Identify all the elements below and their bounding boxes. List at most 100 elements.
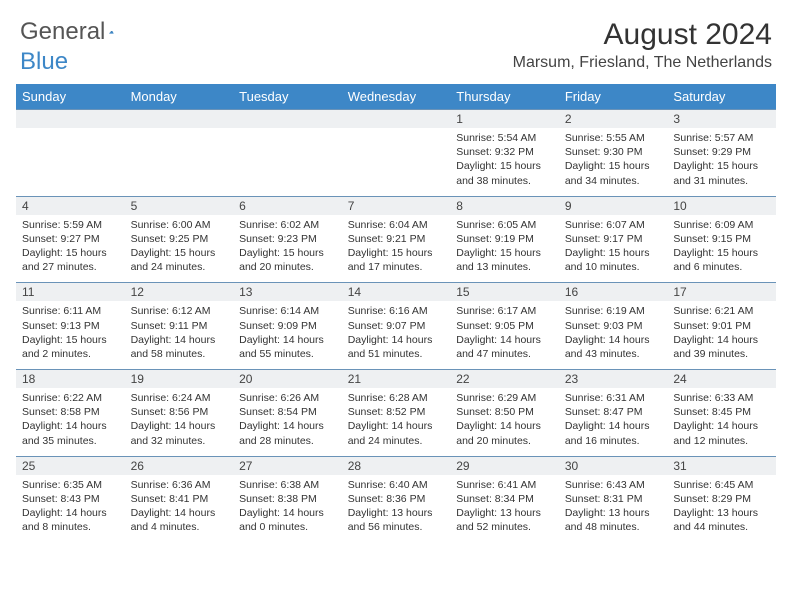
day-detail-cell: Sunrise: 5:59 AMSunset: 9:27 PMDaylight:… bbox=[16, 215, 125, 283]
day-detail-cell: Sunrise: 6:45 AMSunset: 8:29 PMDaylight:… bbox=[667, 475, 776, 543]
daylight-text: Daylight: 15 hours and 17 minutes. bbox=[348, 246, 445, 274]
sunset-text: Sunset: 9:27 PM bbox=[22, 232, 119, 246]
day-number-cell bbox=[125, 110, 234, 129]
sunrise-text: Sunrise: 6:41 AM bbox=[456, 478, 553, 492]
day-detail-cell: Sunrise: 6:29 AMSunset: 8:50 PMDaylight:… bbox=[450, 388, 559, 456]
sunset-text: Sunset: 8:47 PM bbox=[565, 405, 662, 419]
daylight-text: Daylight: 15 hours and 27 minutes. bbox=[22, 246, 119, 274]
day-number-cell: 21 bbox=[342, 370, 451, 389]
day-detail-cell: Sunrise: 6:26 AMSunset: 8:54 PMDaylight:… bbox=[233, 388, 342, 456]
sunrise-text: Sunrise: 6:26 AM bbox=[239, 391, 336, 405]
sunset-text: Sunset: 9:32 PM bbox=[456, 145, 553, 159]
day-detail-cell: Sunrise: 6:14 AMSunset: 9:09 PMDaylight:… bbox=[233, 301, 342, 369]
daylight-text: Daylight: 14 hours and 16 minutes. bbox=[565, 419, 662, 447]
sunset-text: Sunset: 9:01 PM bbox=[673, 319, 770, 333]
daylight-text: Daylight: 14 hours and 35 minutes. bbox=[22, 419, 119, 447]
sunset-text: Sunset: 9:25 PM bbox=[131, 232, 228, 246]
day-detail-cell: Sunrise: 6:07 AMSunset: 9:17 PMDaylight:… bbox=[559, 215, 668, 283]
sunrise-text: Sunrise: 6:07 AM bbox=[565, 218, 662, 232]
daylight-text: Daylight: 14 hours and 24 minutes. bbox=[348, 419, 445, 447]
daylight-text: Daylight: 14 hours and 12 minutes. bbox=[673, 419, 770, 447]
day-detail-cell: Sunrise: 6:40 AMSunset: 8:36 PMDaylight:… bbox=[342, 475, 451, 543]
title-block: August 2024 Marsum, Friesland, The Nethe… bbox=[513, 18, 772, 72]
day-number-cell: 7 bbox=[342, 196, 451, 215]
day-number-cell: 9 bbox=[559, 196, 668, 215]
sunrise-text: Sunrise: 5:57 AM bbox=[673, 131, 770, 145]
sunrise-text: Sunrise: 5:59 AM bbox=[22, 218, 119, 232]
dayhead-wed: Wednesday bbox=[342, 84, 451, 110]
day-number-cell: 1 bbox=[450, 110, 559, 129]
day-detail-cell: Sunrise: 6:35 AMSunset: 8:43 PMDaylight:… bbox=[16, 475, 125, 543]
brand-part1: General bbox=[20, 18, 105, 46]
day-header-row: Sunday Monday Tuesday Wednesday Thursday… bbox=[16, 84, 776, 110]
dayhead-fri: Friday bbox=[559, 84, 668, 110]
day-number-cell: 11 bbox=[16, 283, 125, 302]
sunset-text: Sunset: 8:29 PM bbox=[673, 492, 770, 506]
detail-row: Sunrise: 6:22 AMSunset: 8:58 PMDaylight:… bbox=[16, 388, 776, 456]
month-title: August 2024 bbox=[513, 18, 772, 52]
daynum-row: 25262728293031 bbox=[16, 456, 776, 475]
daynum-row: 11121314151617 bbox=[16, 283, 776, 302]
day-detail-cell: Sunrise: 5:57 AMSunset: 9:29 PMDaylight:… bbox=[667, 128, 776, 196]
sunrise-text: Sunrise: 6:19 AM bbox=[565, 304, 662, 318]
day-detail-cell: Sunrise: 6:28 AMSunset: 8:52 PMDaylight:… bbox=[342, 388, 451, 456]
sunset-text: Sunset: 8:43 PM bbox=[22, 492, 119, 506]
daylight-text: Daylight: 15 hours and 6 minutes. bbox=[673, 246, 770, 274]
day-detail-cell: Sunrise: 6:22 AMSunset: 8:58 PMDaylight:… bbox=[16, 388, 125, 456]
day-detail-cell bbox=[233, 128, 342, 196]
dayhead-mon: Monday bbox=[125, 84, 234, 110]
brand-part2: Blue bbox=[20, 48, 68, 76]
daylight-text: Daylight: 13 hours and 44 minutes. bbox=[673, 506, 770, 534]
day-number-cell: 30 bbox=[559, 456, 668, 475]
day-number-cell bbox=[342, 110, 451, 129]
sunrise-text: Sunrise: 6:38 AM bbox=[239, 478, 336, 492]
daylight-text: Daylight: 14 hours and 58 minutes. bbox=[131, 333, 228, 361]
sunset-text: Sunset: 9:19 PM bbox=[456, 232, 553, 246]
day-detail-cell: Sunrise: 6:11 AMSunset: 9:13 PMDaylight:… bbox=[16, 301, 125, 369]
sunrise-text: Sunrise: 6:36 AM bbox=[131, 478, 228, 492]
day-detail-cell: Sunrise: 6:38 AMSunset: 8:38 PMDaylight:… bbox=[233, 475, 342, 543]
day-number-cell: 26 bbox=[125, 456, 234, 475]
sunrise-text: Sunrise: 6:24 AM bbox=[131, 391, 228, 405]
sunrise-text: Sunrise: 6:05 AM bbox=[456, 218, 553, 232]
day-number-cell: 31 bbox=[667, 456, 776, 475]
day-number-cell: 18 bbox=[16, 370, 125, 389]
daylight-text: Daylight: 13 hours and 52 minutes. bbox=[456, 506, 553, 534]
day-number-cell: 29 bbox=[450, 456, 559, 475]
sunset-text: Sunset: 9:05 PM bbox=[456, 319, 553, 333]
dayhead-sun: Sunday bbox=[16, 84, 125, 110]
day-detail-cell: Sunrise: 6:21 AMSunset: 9:01 PMDaylight:… bbox=[667, 301, 776, 369]
day-number-cell: 17 bbox=[667, 283, 776, 302]
daylight-text: Daylight: 13 hours and 48 minutes. bbox=[565, 506, 662, 534]
daylight-text: Daylight: 14 hours and 8 minutes. bbox=[22, 506, 119, 534]
day-number-cell: 8 bbox=[450, 196, 559, 215]
sunrise-text: Sunrise: 6:35 AM bbox=[22, 478, 119, 492]
detail-row: Sunrise: 6:11 AMSunset: 9:13 PMDaylight:… bbox=[16, 301, 776, 369]
sunrise-text: Sunrise: 6:28 AM bbox=[348, 391, 445, 405]
sunset-text: Sunset: 9:29 PM bbox=[673, 145, 770, 159]
day-detail-cell: Sunrise: 6:43 AMSunset: 8:31 PMDaylight:… bbox=[559, 475, 668, 543]
sunset-text: Sunset: 8:31 PM bbox=[565, 492, 662, 506]
day-number-cell: 15 bbox=[450, 283, 559, 302]
daylight-text: Daylight: 15 hours and 38 minutes. bbox=[456, 159, 553, 187]
day-number-cell: 14 bbox=[342, 283, 451, 302]
daylight-text: Daylight: 14 hours and 47 minutes. bbox=[456, 333, 553, 361]
calendar-table: Sunday Monday Tuesday Wednesday Thursday… bbox=[16, 84, 776, 542]
day-number-cell: 3 bbox=[667, 110, 776, 129]
day-number-cell: 10 bbox=[667, 196, 776, 215]
sunrise-text: Sunrise: 6:45 AM bbox=[673, 478, 770, 492]
sunrise-text: Sunrise: 6:14 AM bbox=[239, 304, 336, 318]
daylight-text: Daylight: 15 hours and 2 minutes. bbox=[22, 333, 119, 361]
daylight-text: Daylight: 15 hours and 20 minutes. bbox=[239, 246, 336, 274]
day-detail-cell: Sunrise: 6:31 AMSunset: 8:47 PMDaylight:… bbox=[559, 388, 668, 456]
daylight-text: Daylight: 14 hours and 20 minutes. bbox=[456, 419, 553, 447]
daylight-text: Daylight: 14 hours and 4 minutes. bbox=[131, 506, 228, 534]
sunrise-text: Sunrise: 6:17 AM bbox=[456, 304, 553, 318]
day-number-cell: 22 bbox=[450, 370, 559, 389]
daylight-text: Daylight: 15 hours and 24 minutes. bbox=[131, 246, 228, 274]
sunrise-text: Sunrise: 6:12 AM bbox=[131, 304, 228, 318]
daylight-text: Daylight: 14 hours and 32 minutes. bbox=[131, 419, 228, 447]
sunset-text: Sunset: 9:11 PM bbox=[131, 319, 228, 333]
dayhead-thu: Thursday bbox=[450, 84, 559, 110]
day-detail-cell: Sunrise: 6:17 AMSunset: 9:05 PMDaylight:… bbox=[450, 301, 559, 369]
